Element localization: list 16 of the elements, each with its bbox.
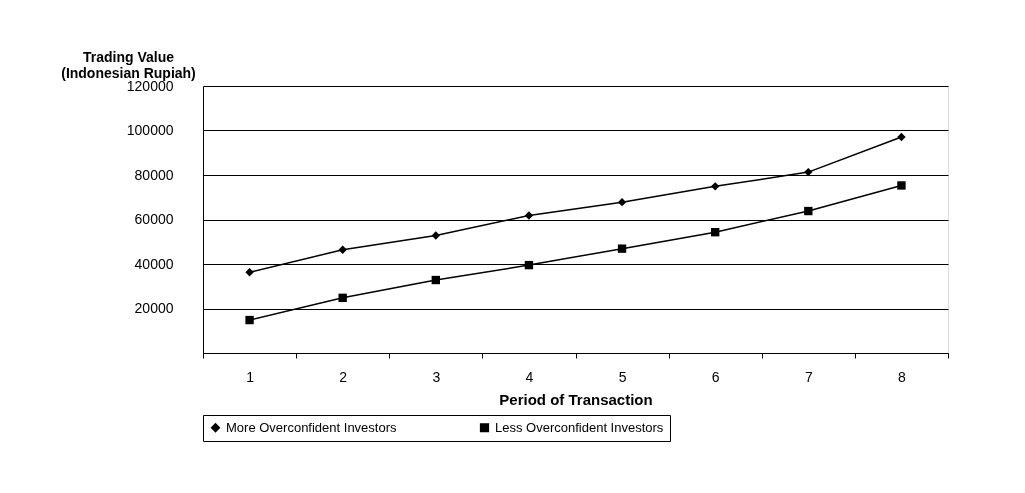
- x-axis-title: Period of Transaction: [499, 390, 653, 408]
- y-tick-label: 100000: [126, 122, 174, 138]
- legend-label: More Overconfident Investors: [226, 419, 398, 435]
- y-tick-label: 20000: [134, 300, 174, 316]
- x-tick-label: 7: [804, 368, 813, 385]
- x-tick-label: 3: [432, 368, 441, 385]
- y-tick-label: 60000: [134, 211, 174, 227]
- y-tick-label: 40000: [134, 255, 174, 272]
- x-tick-label: 5: [618, 368, 627, 385]
- x-tick-label: 6: [711, 368, 720, 385]
- x-tick-label: 8: [898, 368, 907, 385]
- x-tick-label: 2: [339, 368, 348, 385]
- y-tick-label: 80000: [134, 166, 174, 183]
- x-tick-label: 1: [246, 368, 255, 385]
- x-tick-label: 4: [525, 368, 534, 385]
- legend-label: Less Overconfident Investors: [495, 419, 664, 435]
